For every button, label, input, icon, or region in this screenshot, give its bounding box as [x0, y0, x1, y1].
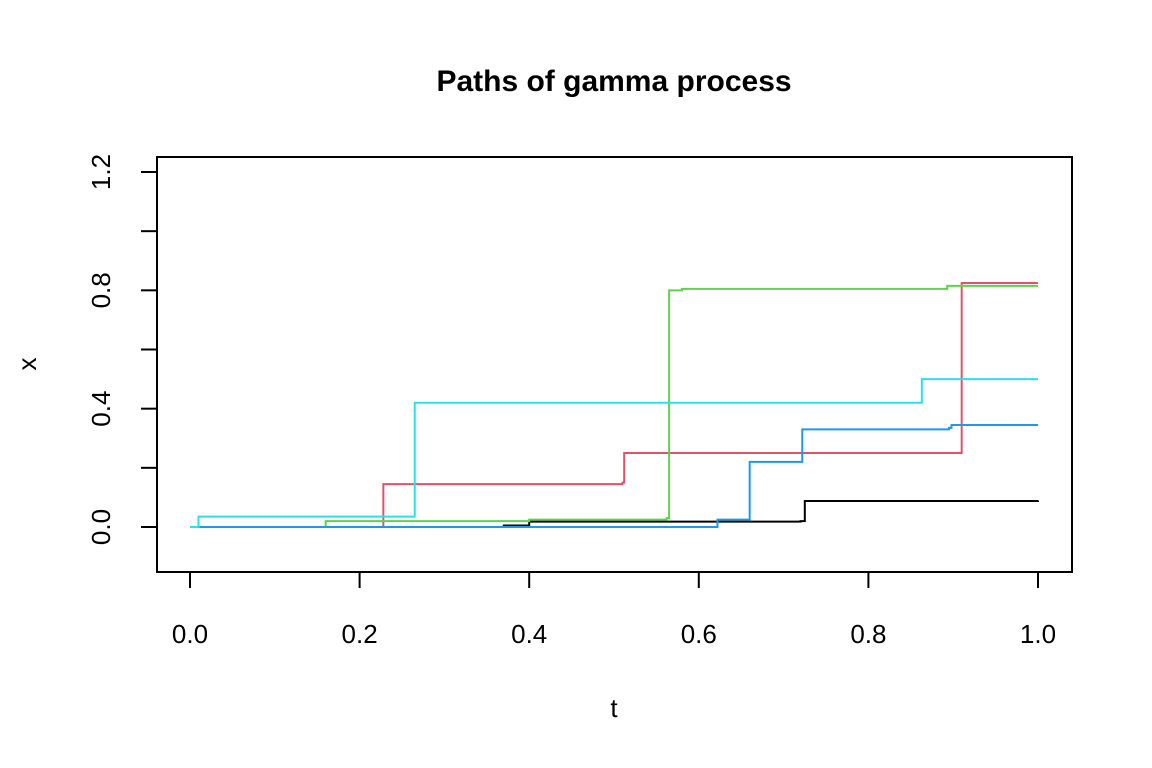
y-tick-label: 0.0 — [86, 509, 116, 545]
x-axis-label: t — [610, 693, 618, 723]
y-tick-label: 1.2 — [86, 154, 116, 190]
y-axis-label: x — [12, 358, 42, 371]
plot-area-frame — [156, 156, 1073, 573]
x-tick-label: 0.0 — [172, 619, 208, 649]
x-axis: 0.0 0.2 0.4 0.6 0.8 1.0 — [172, 571, 1056, 649]
x-tick-label: 1.0 — [1020, 619, 1056, 649]
y-tick-label: 0.4 — [86, 391, 116, 427]
series-path-5 — [190, 378, 1038, 528]
chart-title: Paths of gamma process — [436, 65, 791, 98]
x-tick-label: 0.8 — [850, 619, 886, 649]
x-tick-label: 0.2 — [342, 619, 378, 649]
x-tick-label: 0.6 — [681, 619, 717, 649]
series-path-4 — [190, 423, 1038, 528]
series-path-3 — [190, 284, 1038, 528]
series-layer — [190, 281, 1039, 528]
x-tick-label: 0.4 — [511, 619, 547, 649]
series-path-1 — [190, 499, 1039, 528]
y-axis: 0.0 0.4 0.8 1.2 — [86, 154, 158, 545]
series-path-2 — [190, 281, 1038, 528]
y-tick-label: 0.8 — [86, 272, 116, 308]
